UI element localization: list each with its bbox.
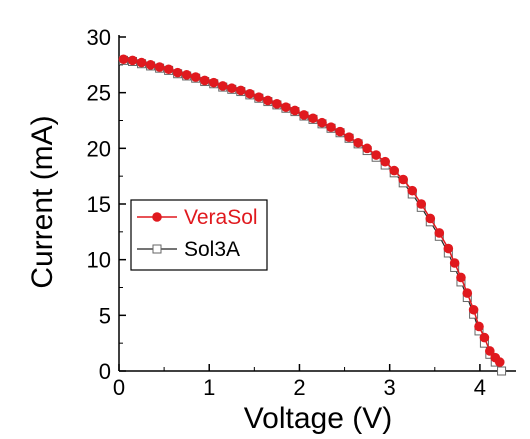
y-tick-label: 0 bbox=[99, 359, 111, 384]
y-tick-label: 30 bbox=[87, 25, 111, 50]
x-axis-ticks: 0 1 2 3 4 bbox=[113, 364, 486, 400]
data-point bbox=[407, 185, 418, 196]
y-tick-label: 15 bbox=[87, 192, 111, 217]
data-point bbox=[326, 122, 336, 132]
x-tick-label: 4 bbox=[474, 375, 486, 400]
data-point bbox=[272, 99, 282, 109]
data-point bbox=[181, 70, 192, 80]
data-point bbox=[497, 366, 507, 376]
data-point bbox=[154, 62, 165, 72]
data-point bbox=[317, 117, 327, 128]
data-point bbox=[299, 110, 309, 120]
legend-label: VeraSol bbox=[184, 206, 258, 229]
data-point bbox=[254, 92, 264, 102]
data-point bbox=[199, 75, 210, 86]
data-point bbox=[468, 304, 479, 315]
data-point bbox=[136, 57, 147, 68]
legend-box bbox=[130, 199, 268, 271]
data-point bbox=[281, 102, 291, 112]
legend-label: Sol3A bbox=[184, 238, 240, 261]
y-tick-label: 10 bbox=[87, 248, 111, 273]
x-axis-title: Voltage (V) bbox=[244, 402, 392, 435]
data-point bbox=[344, 132, 354, 142]
data-point bbox=[226, 83, 237, 94]
y-tick-label: 25 bbox=[87, 81, 111, 106]
data-point bbox=[118, 54, 129, 65]
legend: VeraSol Sol3A bbox=[130, 199, 268, 271]
x-tick-label: 0 bbox=[113, 375, 125, 400]
data-point bbox=[362, 143, 372, 154]
data-point bbox=[494, 357, 505, 367]
x-tick-label: 1 bbox=[203, 375, 215, 400]
x-tick-label: 2 bbox=[293, 375, 305, 400]
data-point bbox=[398, 174, 409, 185]
data-point bbox=[263, 95, 273, 106]
data-point bbox=[389, 165, 399, 176]
data-point bbox=[172, 67, 183, 78]
data-point bbox=[127, 55, 138, 66]
data-point bbox=[479, 332, 490, 343]
data-point bbox=[236, 85, 246, 96]
y-axis-title: Current (mA) bbox=[26, 115, 59, 288]
data-point bbox=[371, 150, 381, 160]
data-point bbox=[416, 199, 427, 209]
data-point bbox=[290, 105, 300, 116]
y-axis-ticks: 0 5 10 15 20 25 30 bbox=[87, 25, 126, 384]
legend-marker bbox=[152, 244, 162, 254]
data-point bbox=[353, 137, 363, 148]
data-point bbox=[308, 113, 318, 124]
legend-marker bbox=[152, 212, 162, 222]
data-point bbox=[443, 243, 454, 254]
series-verasol bbox=[118, 54, 505, 367]
data-point bbox=[380, 156, 390, 167]
data-point bbox=[449, 258, 460, 268]
data-point bbox=[456, 272, 466, 283]
data-point bbox=[245, 88, 255, 99]
series-layer bbox=[118, 54, 507, 376]
data-point bbox=[145, 60, 156, 70]
data-point bbox=[217, 81, 228, 91]
y-tick-label: 20 bbox=[87, 136, 111, 161]
data-point bbox=[208, 77, 219, 88]
data-point bbox=[462, 288, 473, 298]
data-point bbox=[335, 126, 345, 137]
data-point bbox=[190, 72, 201, 82]
x-tick-label: 3 bbox=[384, 375, 396, 400]
data-point bbox=[474, 321, 484, 332]
data-point bbox=[163, 64, 174, 75]
data-point bbox=[485, 346, 495, 356]
y-tick-label: 5 bbox=[99, 303, 111, 328]
data-point bbox=[425, 213, 436, 224]
data-point bbox=[434, 228, 445, 238]
